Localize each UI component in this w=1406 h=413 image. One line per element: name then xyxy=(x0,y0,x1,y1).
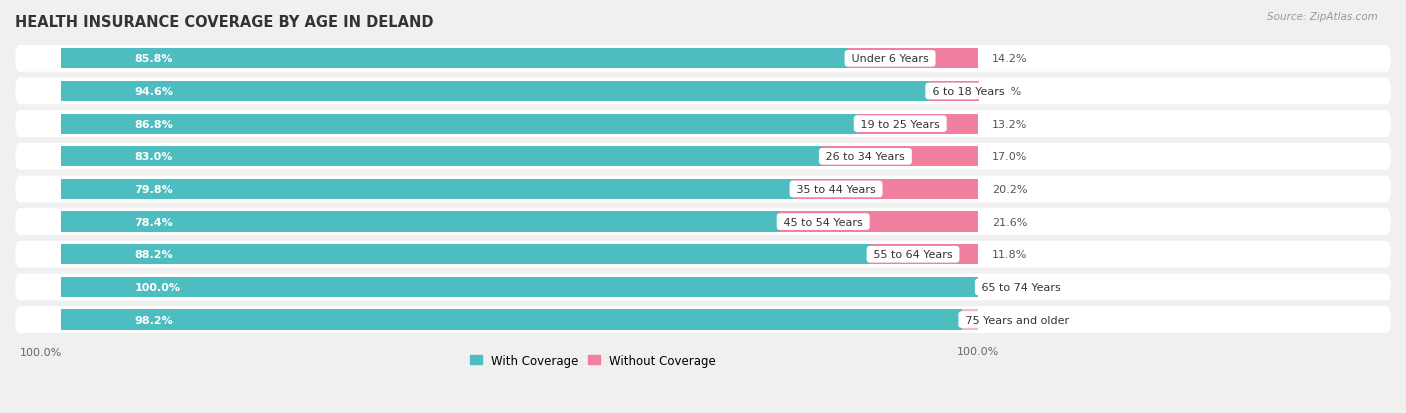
Text: 35 to 44 Years: 35 to 44 Years xyxy=(793,185,879,195)
Text: 83.0%: 83.0% xyxy=(134,152,173,162)
FancyBboxPatch shape xyxy=(15,209,1391,235)
Bar xyxy=(870,244,979,265)
Text: 20.2%: 20.2% xyxy=(993,185,1028,195)
Bar xyxy=(60,277,979,297)
Text: 17.0%: 17.0% xyxy=(993,152,1028,162)
Bar xyxy=(60,212,780,232)
Text: 100.0%: 100.0% xyxy=(134,282,180,292)
Text: 100.0%: 100.0% xyxy=(20,347,62,358)
Bar xyxy=(848,49,979,69)
FancyBboxPatch shape xyxy=(15,144,1391,170)
Text: 85.8%: 85.8% xyxy=(134,54,173,64)
Bar xyxy=(780,212,979,232)
Text: 86.8%: 86.8% xyxy=(134,119,173,129)
Text: Under 6 Years: Under 6 Years xyxy=(848,54,932,64)
Text: HEALTH INSURANCE COVERAGE BY AGE IN DELAND: HEALTH INSURANCE COVERAGE BY AGE IN DELA… xyxy=(15,15,433,30)
Text: 45 to 54 Years: 45 to 54 Years xyxy=(780,217,866,227)
Text: 19 to 25 Years: 19 to 25 Years xyxy=(858,119,943,129)
FancyBboxPatch shape xyxy=(15,111,1391,138)
Bar xyxy=(60,244,870,265)
FancyBboxPatch shape xyxy=(15,78,1391,105)
FancyBboxPatch shape xyxy=(15,274,1391,301)
Bar xyxy=(823,147,979,167)
Text: Source: ZipAtlas.com: Source: ZipAtlas.com xyxy=(1267,12,1378,22)
Text: 79.8%: 79.8% xyxy=(134,185,173,195)
FancyBboxPatch shape xyxy=(15,306,1391,333)
Bar xyxy=(60,49,848,69)
Text: 1.8%: 1.8% xyxy=(993,315,1021,325)
Text: 75 Years and older: 75 Years and older xyxy=(962,315,1073,325)
Text: 78.4%: 78.4% xyxy=(134,217,173,227)
Bar xyxy=(60,179,793,199)
Text: 0.0%: 0.0% xyxy=(993,282,1021,292)
Bar xyxy=(60,147,823,167)
Text: 11.8%: 11.8% xyxy=(993,250,1028,260)
Text: 26 to 34 Years: 26 to 34 Years xyxy=(823,152,908,162)
Bar xyxy=(962,310,979,330)
FancyBboxPatch shape xyxy=(15,241,1391,268)
Text: 94.6%: 94.6% xyxy=(134,87,173,97)
Text: 6 to 18 Years: 6 to 18 Years xyxy=(929,87,1008,97)
Text: 14.2%: 14.2% xyxy=(993,54,1028,64)
Bar xyxy=(60,82,929,102)
FancyBboxPatch shape xyxy=(15,176,1391,203)
Text: 5.5%: 5.5% xyxy=(993,87,1021,97)
Text: 65 to 74 Years: 65 to 74 Years xyxy=(979,282,1064,292)
Bar xyxy=(929,82,979,102)
Bar xyxy=(793,179,979,199)
Bar xyxy=(60,114,858,135)
Bar xyxy=(60,310,962,330)
Bar xyxy=(858,114,979,135)
Text: 13.2%: 13.2% xyxy=(993,119,1028,129)
Legend: With Coverage, Without Coverage: With Coverage, Without Coverage xyxy=(465,349,721,371)
Text: 55 to 64 Years: 55 to 64 Years xyxy=(870,250,956,260)
Text: 98.2%: 98.2% xyxy=(134,315,173,325)
FancyBboxPatch shape xyxy=(15,46,1391,73)
Text: 88.2%: 88.2% xyxy=(134,250,173,260)
Text: 21.6%: 21.6% xyxy=(993,217,1028,227)
